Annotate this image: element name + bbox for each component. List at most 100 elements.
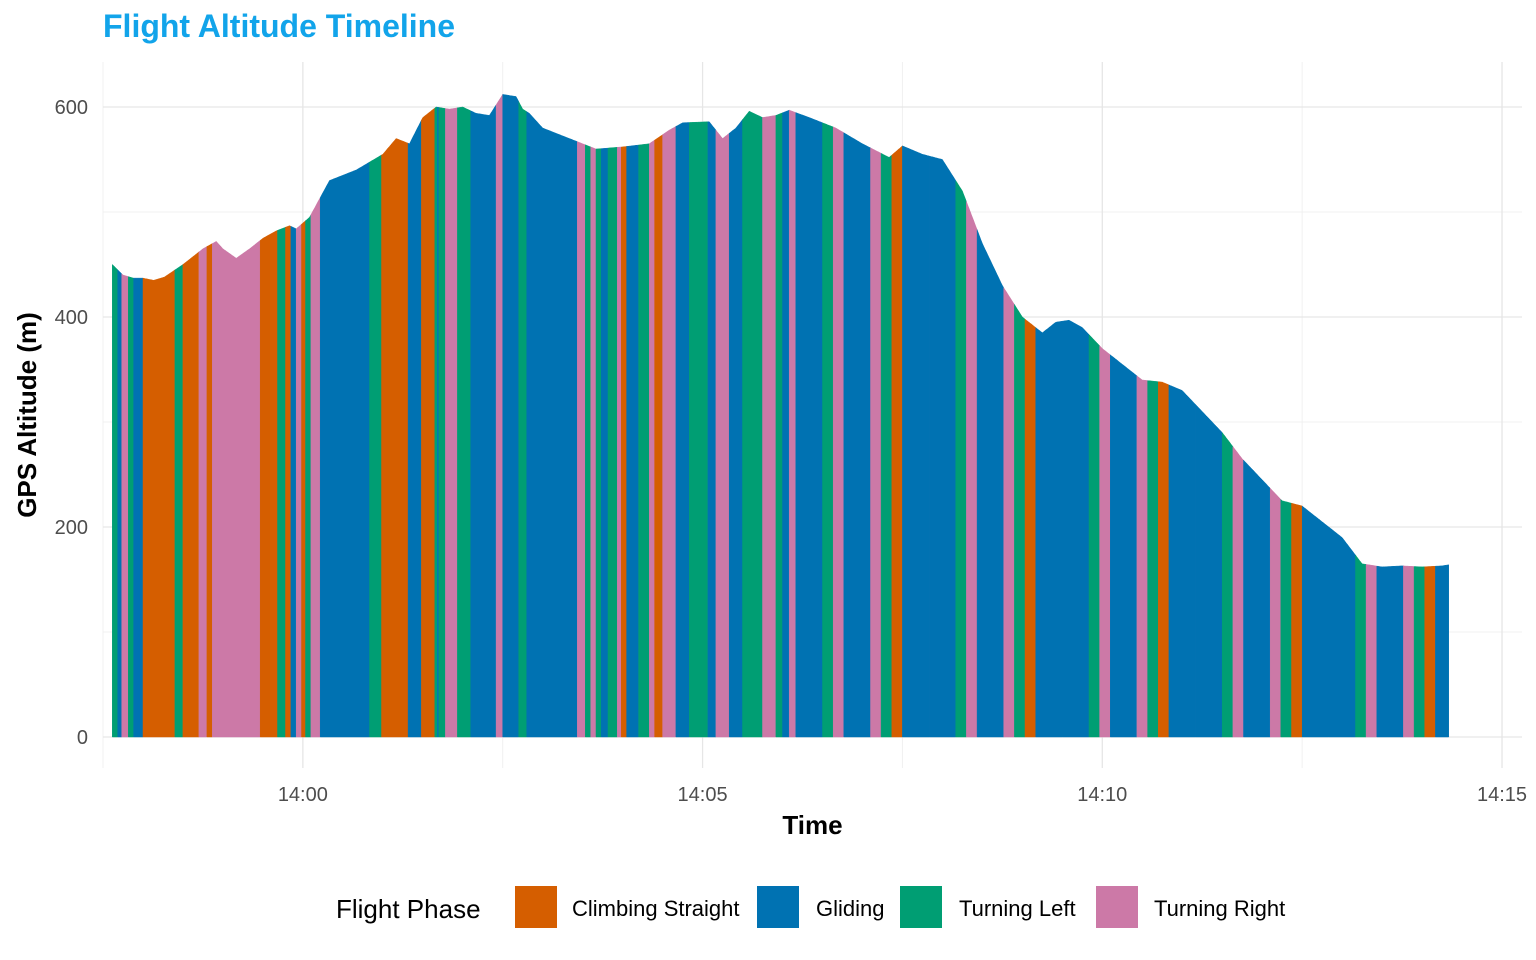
area-segment-turning-left (1088, 333, 1100, 738)
area-segment-climbing-straight (1424, 565, 1436, 738)
area-segment-turning-right (445, 107, 458, 738)
area-segment-gliding (843, 132, 871, 738)
legend-swatch-turning-right (1096, 886, 1138, 928)
area-segment-turning-left (1355, 554, 1367, 738)
area-segment-turning-left (369, 154, 382, 738)
y-tick-label: 600 (55, 97, 88, 119)
area-segment-turning-left (1413, 566, 1425, 738)
area-segment-climbing-straight (1158, 381, 1170, 738)
area-segment-gliding (133, 277, 144, 738)
area-segment-turning-right (1232, 445, 1244, 738)
area-segment-gliding (1168, 384, 1196, 738)
area-segment-turning-right (966, 201, 978, 738)
area-segment-turning-left (434, 106, 438, 738)
area-segment-gliding (1035, 320, 1063, 738)
area-segment-turning-left (438, 107, 446, 738)
area-segment-gliding (407, 119, 422, 738)
area-segment-turning-right (310, 196, 321, 738)
legend-swatch-climbing-straight (515, 886, 557, 928)
legend-swatch-turning-left (900, 886, 942, 928)
area-segment-gliding (1328, 526, 1356, 738)
area-segment-climbing-straight (259, 230, 278, 738)
x-tick-label: 14:15 (1477, 784, 1527, 806)
area-segment-gliding (1195, 403, 1223, 738)
area-segment-turning-right (590, 146, 597, 738)
area-segment-turning-right (870, 147, 882, 738)
area-segment-gliding (728, 118, 743, 738)
area-segment-turning-left (880, 152, 893, 738)
area-segment-turning-right (762, 115, 777, 738)
area-segment-gliding (782, 109, 790, 738)
area-segment-turning-right (832, 126, 845, 738)
area-segment-turning-left (174, 264, 184, 738)
area-segment-turning-left (689, 121, 709, 738)
area-segment-gliding (928, 155, 956, 738)
area-segment-turning-left (112, 263, 118, 738)
legend-label: Turning Right (1154, 896, 1285, 921)
area-segment-turning-left (128, 276, 134, 738)
area-segment-gliding (1376, 565, 1404, 738)
area-segment-turning-right (1136, 375, 1148, 738)
area-segment-turning-right (1403, 565, 1415, 738)
area-segment-turning-left (742, 110, 763, 738)
area-segment-turning-left (955, 179, 967, 738)
area-segment-climbing-straight (381, 138, 409, 738)
area-segment-turning-right (1365, 564, 1378, 738)
x-tick-label: 14:00 (278, 784, 328, 806)
area-segment-turning-right (212, 239, 261, 738)
x-tick-label: 14:05 (678, 784, 728, 806)
area-segment-gliding (795, 112, 823, 738)
area-segment-turning-right (662, 125, 677, 738)
area-segment-climbing-straight (621, 146, 627, 738)
area-segment-turning-left (1147, 380, 1159, 738)
area-segment-turning-right (788, 109, 797, 738)
area-segment-turning-left (585, 144, 591, 738)
y-tick-label: 0 (77, 727, 88, 749)
legend-title: Flight Phase (336, 894, 481, 924)
legend-label: Gliding (816, 896, 884, 921)
y-tick-label: 200 (55, 517, 88, 539)
legend: Flight Phase Climbing Straight Gliding Turn… (336, 886, 1285, 928)
area-segment-turning-left (595, 148, 602, 738)
area-segment-turning-right (198, 246, 208, 738)
area-segment-turning-left (305, 213, 312, 738)
area-segment-gliding (290, 225, 297, 738)
area-segment-turning-right (1003, 286, 1015, 738)
area-segment-turning-left (1280, 498, 1292, 738)
area-segment-turning-left (1221, 431, 1234, 738)
area-segment-gliding (502, 94, 519, 738)
area-segment-climbing-straight (654, 134, 663, 738)
area-segment-turning-right (715, 129, 730, 738)
area-segment-gliding (707, 121, 717, 738)
area-segment-gliding (1110, 354, 1138, 738)
legend-swatch-gliding (757, 886, 799, 928)
area-segment-turning-left (822, 122, 834, 738)
area-segment-turning-right (1269, 487, 1282, 738)
area-segment-climbing-straight (421, 107, 436, 738)
area-segment-climbing-straight (891, 145, 903, 738)
area-segment-gliding (1243, 459, 1271, 738)
area-segment-climbing-straight (285, 225, 292, 738)
area-segment-turning-right (121, 273, 129, 738)
altitude-area (112, 93, 1449, 738)
area-segment-climbing-straight (182, 251, 200, 738)
area-segment-gliding (675, 122, 690, 738)
area-segment-turning-right (295, 223, 302, 738)
area-segment-climbing-straight (1024, 318, 1036, 738)
area-segment-turning-left (277, 226, 286, 738)
area-segment-turning-right (577, 141, 586, 738)
area-segment-turning-right (495, 93, 503, 738)
area-segment-gliding (1435, 564, 1449, 738)
area-segment-gliding (626, 144, 639, 738)
area-segment-gliding (319, 161, 370, 738)
area-segment-gliding (1062, 319, 1090, 738)
area-segment-gliding (976, 229, 1004, 738)
area-segment-gliding (601, 147, 609, 738)
area-segment-turning-left (518, 101, 527, 738)
y-axis-title: GPS Altitude (m) (12, 312, 42, 518)
x-axis-title: Time (782, 810, 842, 840)
area-segment-turning-right (617, 146, 622, 738)
area-segment-gliding (1301, 505, 1330, 738)
area-segment-turning-left (457, 106, 471, 738)
